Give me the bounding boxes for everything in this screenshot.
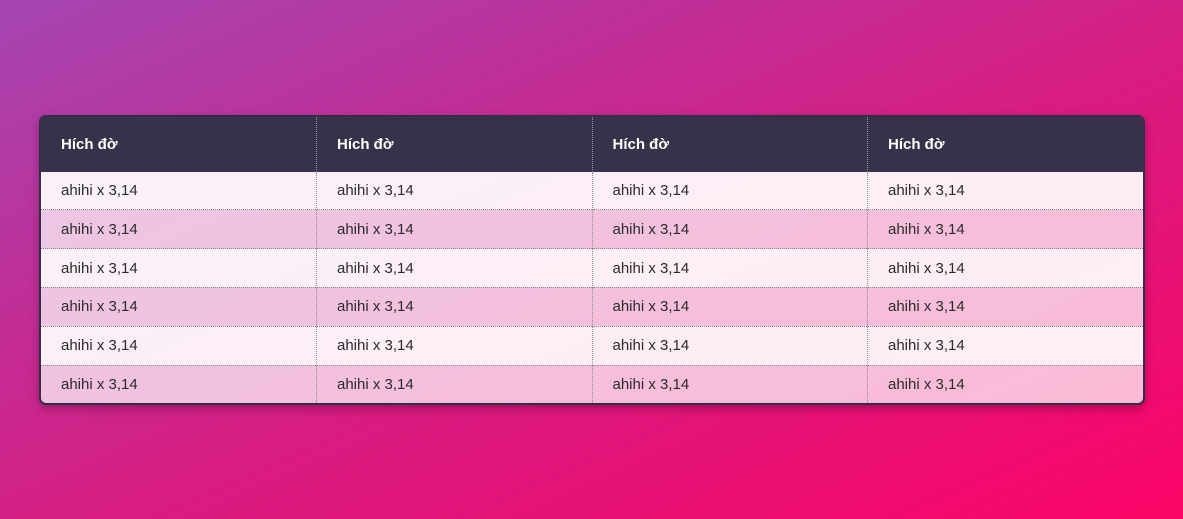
table-cell: ahihi x 3,14 [591,172,868,210]
table-cell: ahihi x 3,14 [41,209,317,249]
table-cell: ahihi x 3,14 [316,364,592,403]
column-header: Hích đờ [41,117,317,172]
table-cell: ahihi x 3,14 [316,286,592,327]
data-table-container: Hích đờ Hích đờ Hích đờ Hích đờ ahihi x … [39,115,1145,405]
table-cell: ahihi x 3,14 [41,172,317,210]
table-cell: ahihi x 3,14 [867,286,1143,327]
table-header: Hích đờ Hích đờ Hích đờ Hích đờ [41,117,1143,172]
table-row: ahihi x 3,14 ahihi x 3,14 ahihi x 3,14 a… [41,286,1143,327]
table-cell: ahihi x 3,14 [316,248,592,288]
table-cell: ahihi x 3,14 [41,286,317,327]
table-row: ahihi x 3,14 ahihi x 3,14 ahihi x 3,14 a… [41,172,1143,210]
table-cell: ahihi x 3,14 [591,209,868,249]
column-header: Hích đờ [867,117,1143,172]
table-cell: ahihi x 3,14 [867,325,1143,366]
table-cell: ahihi x 3,14 [41,325,317,366]
table-row: ahihi x 3,14 ahihi x 3,14 ahihi x 3,14 a… [41,248,1143,288]
table-cell: ahihi x 3,14 [867,248,1143,288]
table-body: ahihi x 3,14 ahihi x 3,14 ahihi x 3,14 a… [41,172,1143,403]
table-cell: ahihi x 3,14 [41,364,317,403]
table-cell: ahihi x 3,14 [316,325,592,366]
table-row: ahihi x 3,14 ahihi x 3,14 ahihi x 3,14 a… [41,209,1143,249]
column-header: Hích đờ [591,117,868,172]
table-cell: ahihi x 3,14 [316,209,592,249]
table-cell: ahihi x 3,14 [591,325,868,366]
table-header-row: Hích đờ Hích đờ Hích đờ Hích đờ [41,117,1143,172]
table-row: ahihi x 3,14 ahihi x 3,14 ahihi x 3,14 a… [41,325,1143,366]
table-row: ahihi x 3,14 ahihi x 3,14 ahihi x 3,14 a… [41,364,1143,403]
data-table: Hích đờ Hích đờ Hích đờ Hích đờ ahihi x … [41,117,1143,403]
table-cell: ahihi x 3,14 [591,364,868,403]
table-cell: ahihi x 3,14 [591,286,868,327]
table-cell: ahihi x 3,14 [591,248,868,288]
column-header: Hích đờ [316,117,592,172]
table-cell: ahihi x 3,14 [867,209,1143,249]
table-cell: ahihi x 3,14 [867,364,1143,403]
table-cell: ahihi x 3,14 [867,172,1143,210]
table-cell: ahihi x 3,14 [316,172,592,210]
table-cell: ahihi x 3,14 [41,248,317,288]
